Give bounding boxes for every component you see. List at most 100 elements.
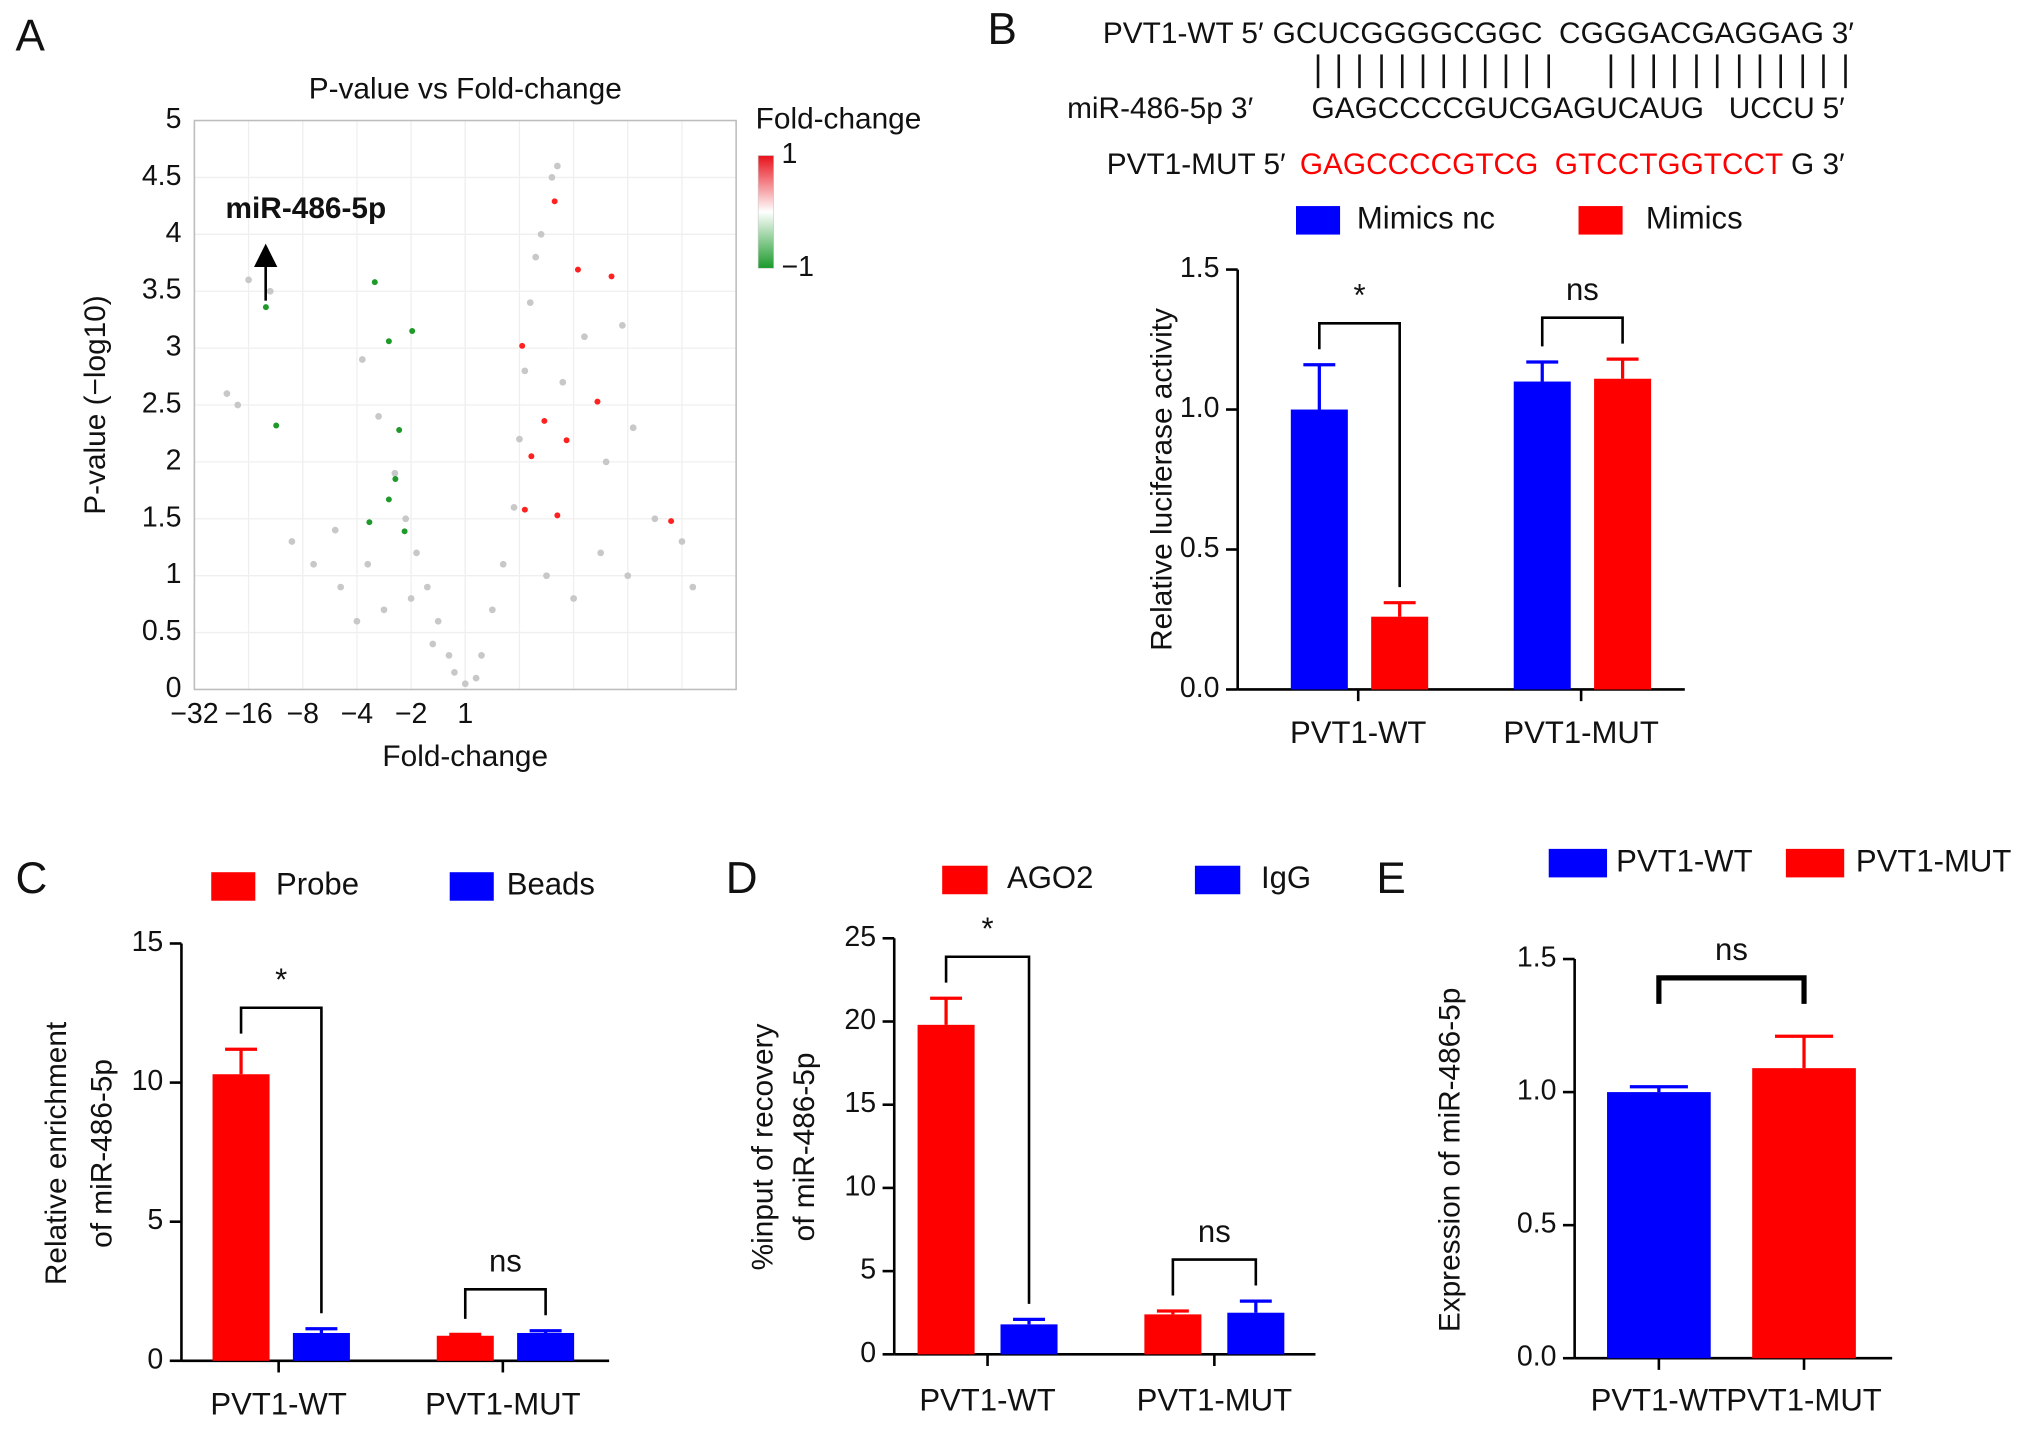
- y-tick-label: 0.5: [142, 615, 182, 647]
- bar: [1000, 1324, 1058, 1355]
- x-tick-label: PVT1-WT: [919, 1382, 1055, 1417]
- y-axis-label: Expression of miR-486-5p: [1433, 988, 1466, 1332]
- point: [559, 378, 567, 386]
- point: [499, 560, 507, 568]
- point: [651, 515, 659, 523]
- error-bar: [1156, 1309, 1189, 1315]
- significance-bracket: [1540, 316, 1624, 347]
- y-tick-label: 1.0: [1180, 392, 1220, 424]
- x-tick-label: −4: [341, 698, 374, 730]
- error-bar: [449, 1332, 482, 1336]
- legend-swatch: [1296, 206, 1341, 235]
- point: [273, 422, 280, 429]
- panel-label: A: [16, 12, 46, 61]
- point: [402, 515, 410, 523]
- y-tick-label: 2.5: [142, 388, 182, 420]
- x-tick-label: −8: [286, 698, 319, 730]
- significance-bracket: [463, 1287, 547, 1319]
- error-bar: [1303, 363, 1336, 410]
- sequence-suffix: 5′: [1823, 92, 1846, 125]
- y-tick-label: 1.5: [1517, 942, 1557, 974]
- point: [392, 475, 399, 482]
- significance-bracket: [1656, 975, 1807, 1004]
- y-tick-label: 0: [147, 1343, 163, 1375]
- point: [597, 549, 605, 557]
- panel-label: E: [1376, 854, 1405, 903]
- legend-label: Mimics: [1646, 201, 1743, 236]
- error-bar: [225, 1047, 258, 1075]
- significance-label: ns: [1566, 272, 1599, 307]
- significance-label: *: [981, 911, 993, 946]
- plot-frame: [193, 119, 737, 691]
- y-tick-label: 20: [844, 1004, 876, 1036]
- point: [423, 583, 431, 591]
- point: [223, 390, 231, 397]
- point: [407, 595, 415, 602]
- x-tick-label: −2: [395, 698, 428, 730]
- x-tick-label: PVT1-MUT: [1503, 715, 1658, 750]
- significance-bracket: [1318, 321, 1401, 588]
- annotation: miR-486-5p: [226, 192, 387, 225]
- bar: [292, 1332, 350, 1361]
- point: [413, 549, 420, 557]
- point: [266, 287, 274, 295]
- bar: [1371, 616, 1429, 690]
- legend-swatch: [1785, 848, 1845, 878]
- legend-label: PVT1-MUT: [1856, 843, 2011, 878]
- bar: [1752, 1068, 1856, 1359]
- y-tick-label: 0: [860, 1337, 876, 1369]
- x-tick-label: −32: [170, 698, 218, 730]
- point: [371, 279, 378, 286]
- y-tick-label: 0.5: [1180, 532, 1220, 564]
- significance-label: ns: [1715, 932, 1748, 967]
- bar: [1594, 378, 1652, 690]
- sequence-prefix: PVT1-WT 5′: [1103, 17, 1264, 50]
- point: [668, 518, 675, 525]
- point: [380, 606, 388, 614]
- point: [358, 356, 366, 363]
- error-bar: [305, 1327, 338, 1333]
- bar: [1227, 1312, 1285, 1355]
- x-tick-label: PVT1-MUT: [1137, 1382, 1292, 1417]
- error-bar: [1526, 360, 1559, 382]
- y-tick-label: 10: [132, 1065, 164, 1097]
- y-axis-label: %input of recovery: [747, 1023, 780, 1270]
- panel-label: D: [726, 854, 758, 903]
- point: [262, 304, 269, 311]
- legend-label: PVT1-WT: [1616, 843, 1752, 878]
- point: [678, 538, 686, 545]
- x-tick-label: PVT1-WT: [1290, 715, 1426, 750]
- bar: [212, 1074, 270, 1361]
- y-axis-label: Relative luciferase activity: [1146, 308, 1179, 651]
- x-axis-label: Fold-change: [382, 740, 548, 773]
- point: [516, 435, 523, 443]
- x-tick-label: −16: [224, 698, 272, 730]
- significance-label: ns: [1198, 1214, 1231, 1249]
- error-bar: [1383, 601, 1416, 617]
- legend-swatch: [211, 872, 256, 901]
- point: [543, 572, 550, 580]
- legend-swatch: [1578, 206, 1623, 235]
- sequence-bases: GCUCGGGGCGGC CGGGACGAGGAG: [1273, 17, 1824, 50]
- legend-swatch: [1548, 848, 1608, 878]
- colorbar-tick-label: 1: [781, 138, 797, 170]
- error-bar: [930, 996, 963, 1025]
- colorbar-tick-label: −1: [781, 251, 814, 283]
- point: [396, 427, 403, 434]
- y-tick-label: 1.5: [142, 501, 182, 533]
- x-tick-label: PVT1-WT: [210, 1386, 346, 1421]
- point: [602, 458, 610, 466]
- legend-label: Probe: [276, 867, 359, 902]
- y-tick-label: 10: [844, 1170, 876, 1202]
- point: [310, 560, 317, 568]
- point: [461, 680, 469, 688]
- error-bar: [1606, 357, 1639, 379]
- point: [510, 504, 518, 511]
- sequence-suffix: 3′: [1832, 17, 1855, 50]
- significance-bracket: [239, 1006, 323, 1314]
- bar: [517, 1332, 575, 1361]
- bar: [1607, 1092, 1711, 1359]
- y-tick-label: 25: [844, 921, 876, 953]
- legend-label: AGO2: [1007, 860, 1093, 895]
